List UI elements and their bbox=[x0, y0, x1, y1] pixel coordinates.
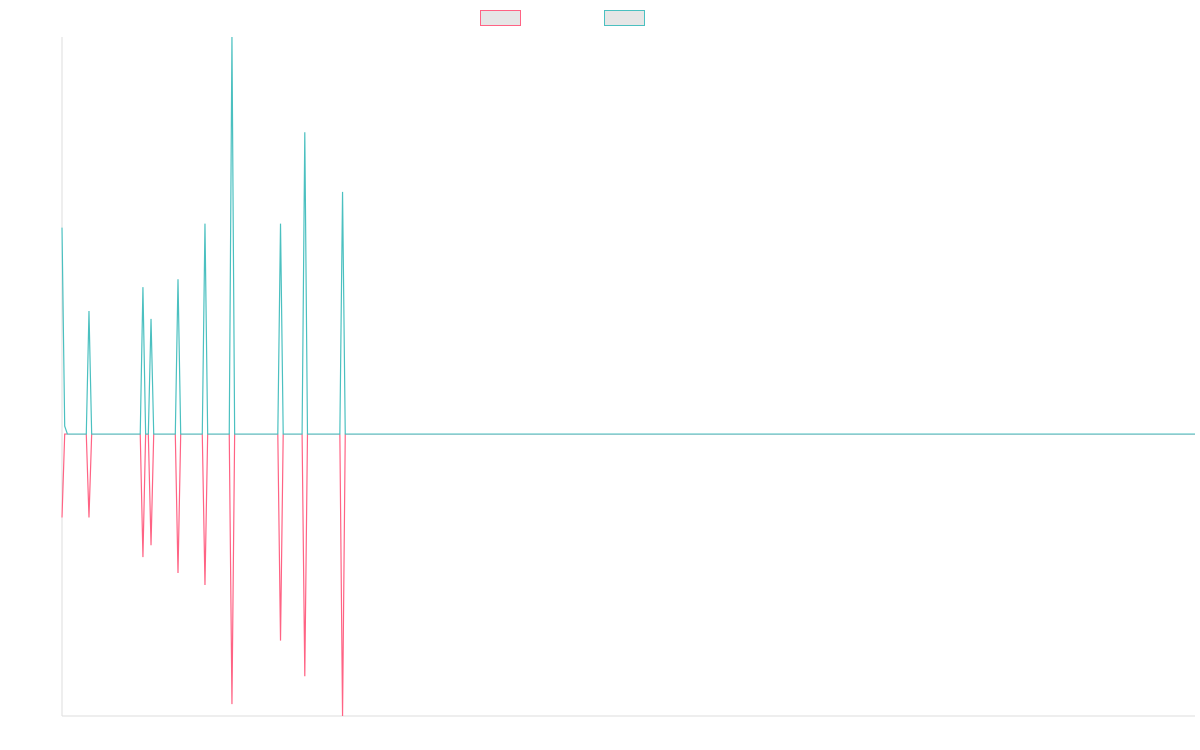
legend-swatch[interactable] bbox=[604, 10, 645, 26]
legend-swatch[interactable] bbox=[480, 10, 521, 26]
data-line bbox=[61, 36, 1195, 435]
data-line bbox=[61, 433, 1195, 717]
